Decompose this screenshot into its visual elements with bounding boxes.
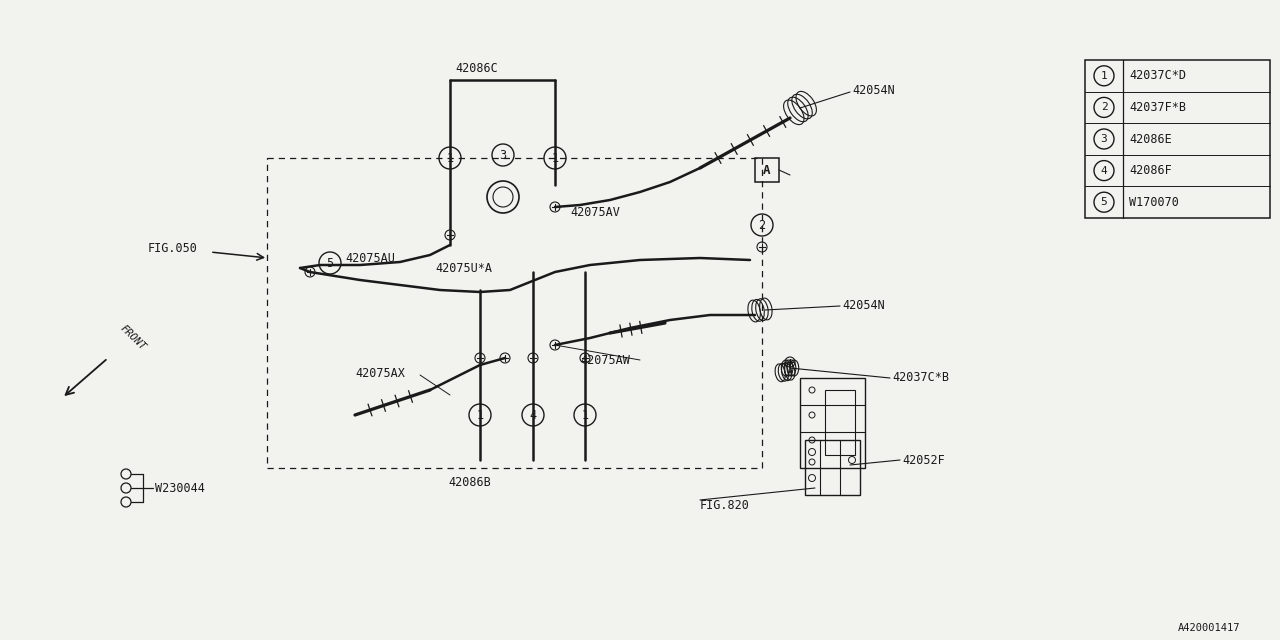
- Bar: [805, 440, 860, 495]
- Bar: [800, 378, 865, 468]
- Bar: [1085, 60, 1270, 218]
- Bar: [755, 158, 780, 182]
- Text: 42086C: 42086C: [454, 61, 498, 74]
- Text: W230044: W230044: [155, 481, 205, 495]
- Text: 42037F*B: 42037F*B: [1129, 101, 1187, 114]
- Text: FIG.820: FIG.820: [700, 499, 750, 511]
- Text: 4: 4: [1101, 166, 1107, 175]
- Text: 1: 1: [581, 408, 589, 422]
- Text: 5: 5: [1101, 197, 1107, 207]
- Text: 42054N: 42054N: [842, 298, 884, 312]
- Text: 1: 1: [447, 152, 453, 164]
- Text: 42037C*B: 42037C*B: [892, 371, 948, 383]
- Text: 3: 3: [499, 148, 507, 161]
- Text: 42052F: 42052F: [902, 454, 945, 467]
- Text: 2: 2: [1101, 102, 1107, 113]
- Text: 42075AX: 42075AX: [355, 367, 404, 380]
- Text: 42086F: 42086F: [1129, 164, 1171, 177]
- Text: 42086B: 42086B: [448, 476, 492, 488]
- Text: 1: 1: [552, 152, 558, 164]
- Text: W170070: W170070: [1129, 196, 1179, 209]
- Text: 42075AV: 42075AV: [570, 205, 620, 218]
- Text: 4: 4: [530, 408, 536, 422]
- Text: 42075AU: 42075AU: [346, 252, 394, 264]
- Circle shape: [486, 181, 518, 213]
- Text: 2: 2: [759, 218, 765, 232]
- Text: 3: 3: [1101, 134, 1107, 144]
- Text: FIG.050: FIG.050: [148, 241, 198, 255]
- Text: 42086E: 42086E: [1129, 132, 1171, 145]
- Text: 5: 5: [326, 257, 334, 269]
- Text: 42037C*D: 42037C*D: [1129, 69, 1187, 83]
- Text: A: A: [763, 163, 771, 177]
- Text: 1: 1: [476, 408, 484, 422]
- Text: 42054N: 42054N: [852, 83, 895, 97]
- Text: A420001417: A420001417: [1178, 623, 1240, 633]
- Text: 42075U*A: 42075U*A: [435, 262, 492, 275]
- Text: FRONT: FRONT: [118, 323, 147, 352]
- Text: 1: 1: [1101, 71, 1107, 81]
- Text: 42075AW: 42075AW: [580, 353, 630, 367]
- Bar: [826, 390, 855, 455]
